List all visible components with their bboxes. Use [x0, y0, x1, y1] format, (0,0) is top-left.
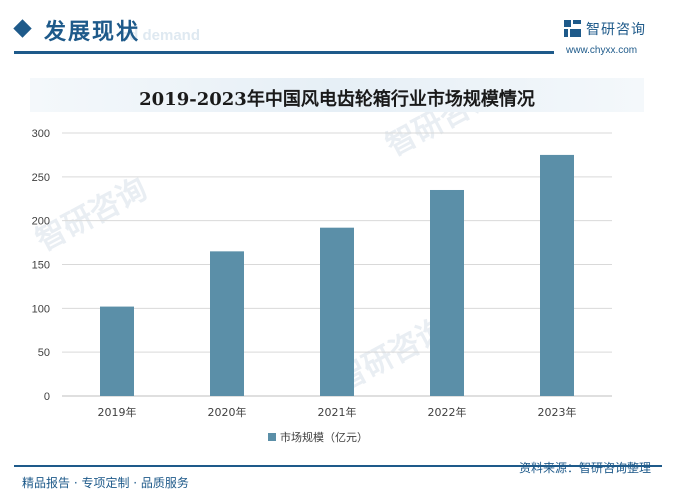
section-subtitle: nd demand: [120, 27, 201, 44]
header-divider: [14, 51, 554, 54]
bar: [430, 189, 464, 396]
brand-name: 智研咨询: [586, 22, 646, 38]
x-tick-label: 2022年: [428, 405, 467, 419]
x-tick-label: 2019年: [98, 405, 137, 419]
x-tick-label: 2023年: [538, 405, 577, 419]
brand-logo-icon: [564, 20, 581, 37]
y-tick-label: 50: [38, 347, 50, 359]
x-tick-label: 2020年: [208, 405, 247, 419]
source-note: 资料来源：智研咨询整理: [519, 461, 652, 475]
bar: [320, 227, 354, 396]
y-tick-label: 100: [32, 303, 50, 315]
y-tick-label: 300: [32, 128, 50, 140]
y-tick-label: 0: [44, 391, 50, 403]
chart-title-band: 2019-2023年中国风电齿轮箱行业市场规模情况: [30, 78, 644, 112]
legend-label: 市场规模（亿元）: [280, 430, 368, 444]
bar: [210, 251, 244, 396]
footer-divider: [14, 465, 662, 467]
y-tick-label: 250: [32, 172, 50, 184]
bar: [540, 154, 574, 396]
legend-swatch: [268, 433, 276, 441]
y-tick-label: 200: [32, 216, 50, 228]
footer-slogan: 精品报告 · 专项定制 · 品质服务: [22, 476, 189, 490]
y-tick-label: 150: [32, 260, 50, 272]
chart-title: 2019-2023年中国风电齿轮箱行业市场规模情况: [139, 89, 535, 110]
x-tick-label: 2021年: [318, 405, 357, 419]
page-header: nd demand 发展现状 智研咨询 www.chyxx.com: [0, 0, 676, 62]
section-title: 发展现状: [44, 20, 141, 45]
bar: [100, 306, 134, 396]
brand-url: www.chyxx.com: [566, 45, 638, 56]
